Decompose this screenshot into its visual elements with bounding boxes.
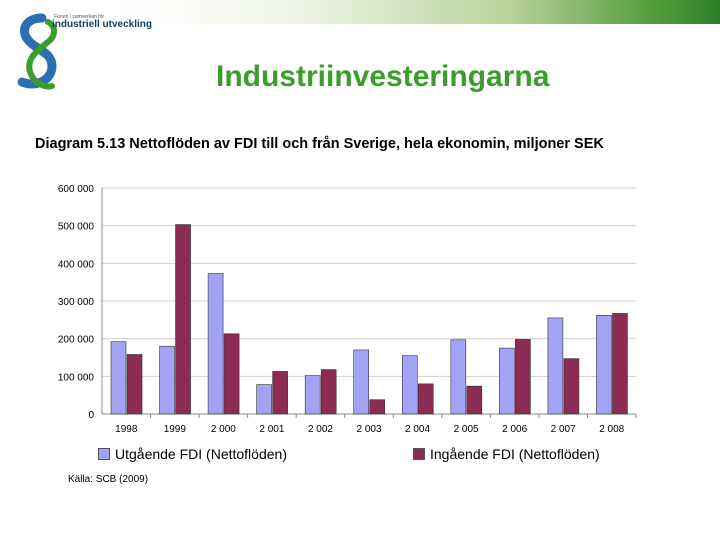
legend-swatch-ingaende: [413, 448, 425, 460]
bar-ingaende: [515, 339, 531, 415]
y-tick-label: 500 000: [58, 222, 95, 233]
x-tick-label: 2 005: [454, 424, 479, 435]
legend-label-ingaende: Ingående FDI (Nettoflöden): [430, 446, 600, 462]
header-gradient-bar: [120, 0, 720, 24]
bar-ingaende: [466, 385, 483, 415]
logo-symbol-icon: [17, 13, 57, 90]
y-tick-label: 200 000: [58, 335, 95, 346]
x-tick-label: 1998: [115, 424, 138, 435]
chart-title: Diagram 5.13 Nettoflöden av FDI till och…: [35, 136, 604, 152]
bar-utgaende: [499, 347, 515, 415]
x-tick-label: 1999: [164, 424, 187, 435]
x-tick-label: 2 006: [502, 424, 527, 435]
source-note: Källa: SCB (2009): [68, 474, 149, 485]
bar-utgaende: [596, 315, 612, 415]
x-tick-label: 2 001: [259, 424, 284, 435]
bar-ingaende: [272, 371, 288, 415]
x-tick-label: 2 008: [599, 424, 624, 435]
logo-name: industriell utveckling: [52, 19, 153, 30]
bar-ingaende: [223, 333, 240, 415]
bar-utgaende: [547, 317, 564, 415]
bar-utgaende: [450, 339, 467, 415]
y-tick-label: 400 000: [58, 259, 95, 270]
bar-utgaende: [353, 349, 370, 415]
bar-ingaende: [417, 383, 434, 415]
bar-ingaende: [175, 224, 191, 415]
y-tick-label: 0: [88, 410, 94, 421]
bar-utgaende: [159, 345, 175, 415]
bar-ingaende: [369, 399, 386, 415]
x-tick-label: 2 002: [308, 424, 333, 435]
logo: [12, 12, 132, 92]
bar-utgaende: [256, 384, 272, 415]
bar-ingaende: [126, 354, 143, 415]
bar-utgaende: [110, 341, 127, 415]
legend-label-utgaende: Utgående FDI (Nettoflöden): [115, 446, 287, 462]
bar-ingaende: [612, 313, 628, 415]
bar-utgaende: [207, 273, 224, 415]
x-tick-label: 2 007: [551, 424, 576, 435]
y-tick-label: 600 000: [58, 184, 95, 195]
x-tick-label: 2 000: [211, 424, 236, 435]
bar-utgaende: [401, 355, 418, 415]
legend-item-utgaende: Utgående FDI (Nettoflöden): [98, 444, 287, 464]
legend-item-ingaende: Ingående FDI (Nettoflöden): [413, 444, 600, 464]
bar-ingaende: [563, 358, 580, 415]
x-tick-label: 2 003: [356, 424, 381, 435]
x-tick-label: 2 004: [405, 424, 430, 435]
bar-utgaende: [304, 375, 321, 415]
slide-title: Industriinvesteringarna: [216, 60, 550, 93]
bar-ingaende: [320, 369, 337, 415]
legend-swatch-utgaende: [98, 448, 110, 460]
y-tick-label: 300 000: [58, 297, 95, 308]
logo-tagline: Forum i samverkan för: [54, 14, 105, 20]
y-tick-label: 100 000: [58, 372, 95, 383]
